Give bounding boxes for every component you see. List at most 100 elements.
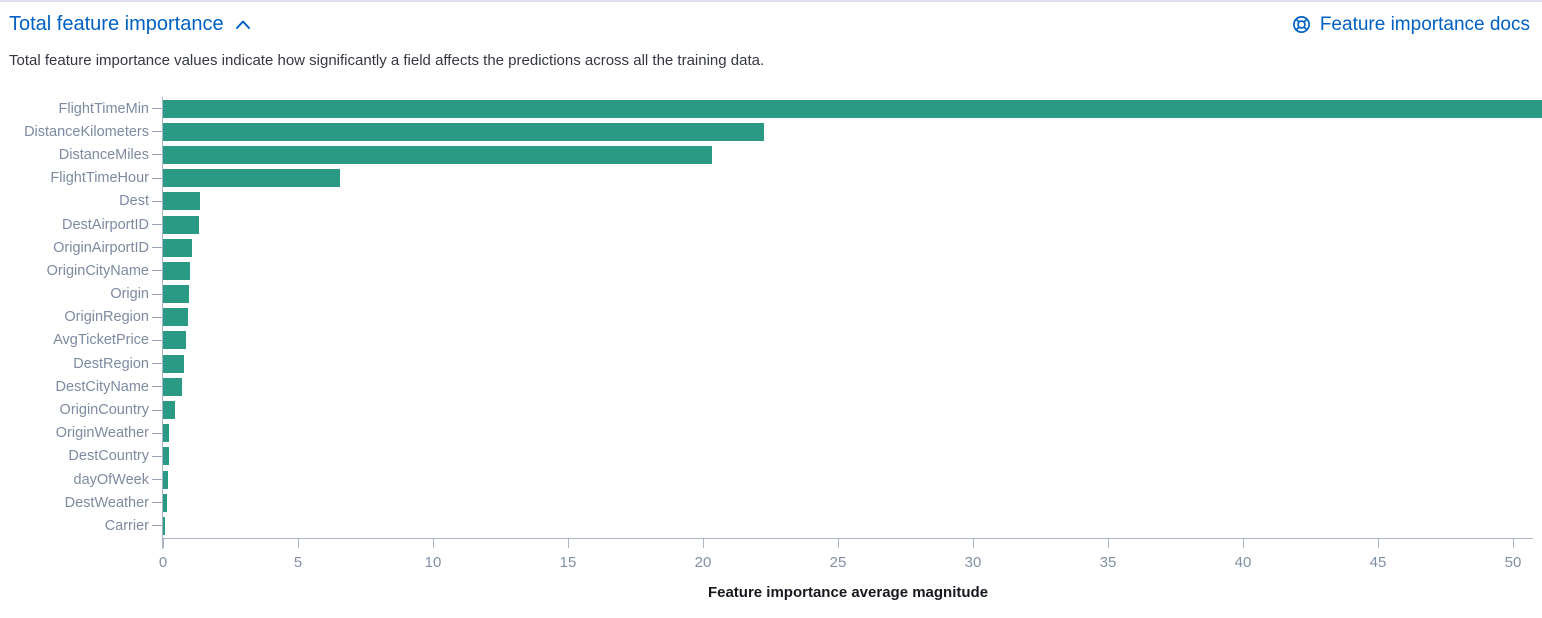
chart-row: DestWeather xyxy=(0,491,1542,514)
y-tick-cell xyxy=(149,108,163,110)
bar-DestCityName xyxy=(163,377,183,396)
y-tick-cell xyxy=(149,177,163,179)
y-axis-label: Dest xyxy=(119,193,149,210)
chart-row: AvgTicketPrice xyxy=(0,329,1542,352)
row-plot xyxy=(163,143,1542,166)
y-axis-tick xyxy=(152,270,162,272)
chart-row: DistanceKilometers xyxy=(0,120,1542,143)
y-axis-tick xyxy=(152,363,162,365)
y-tick-cell xyxy=(149,131,163,133)
y-axis-label: DestAirportID xyxy=(61,216,149,233)
y-axis-label: Origin xyxy=(110,286,149,303)
x-axis-line xyxy=(163,537,1533,539)
y-tick-cell xyxy=(149,270,163,272)
row-plot xyxy=(163,491,1542,514)
chart-row: DistanceMiles xyxy=(0,143,1542,166)
y-tick-cell xyxy=(149,154,163,156)
y-axis-tick xyxy=(152,154,162,156)
x-axis-tick-label: 50 xyxy=(1504,553,1522,571)
y-axis-label: DistanceKilometers xyxy=(24,123,149,140)
chart-row: OriginCountry xyxy=(0,398,1542,421)
bar-Origin xyxy=(163,285,190,304)
chart-row: Carrier xyxy=(0,514,1542,537)
docs-link-label: Feature importance docs xyxy=(1319,13,1530,35)
y-axis-label: DistanceMiles xyxy=(58,146,149,163)
y-axis-tick xyxy=(152,409,162,411)
x-axis-tick-label: 10 xyxy=(424,553,442,571)
x-axis: Feature importance average magnitude 0 5 1… xyxy=(159,537,1533,610)
chart-row: dayOfWeek xyxy=(0,468,1542,491)
y-axis-tick xyxy=(152,293,162,295)
y-tick-cell xyxy=(149,200,163,202)
chart-row: OriginCityName xyxy=(0,259,1542,282)
y-axis-label: DestRegion xyxy=(73,355,149,372)
y-axis-label: OriginRegion xyxy=(64,309,149,326)
chart-row: Dest xyxy=(0,190,1542,213)
y-axis-tick xyxy=(152,455,162,457)
bar-OriginCityName xyxy=(163,261,190,280)
row-plot xyxy=(163,468,1542,491)
x-axis-tick xyxy=(1243,537,1245,548)
bar-FlightTimeMin xyxy=(163,99,1542,118)
x-axis-tick xyxy=(1513,537,1515,548)
x-axis-tick-label: 20 xyxy=(694,553,712,571)
y-axis-tick xyxy=(152,247,162,249)
y-axis-tick xyxy=(152,432,162,434)
row-plot xyxy=(163,375,1542,398)
row-plot xyxy=(163,283,1542,306)
x-axis-tick xyxy=(838,537,839,548)
y-tick-cell xyxy=(149,224,163,226)
bar-OriginAirportID xyxy=(163,238,193,257)
y-tick-cell xyxy=(149,293,163,295)
y-axis-tick xyxy=(152,525,162,527)
x-axis-tick xyxy=(433,537,434,548)
bar-Carrier xyxy=(163,516,165,535)
row-plot xyxy=(163,422,1542,445)
row-plot xyxy=(163,306,1542,329)
chart-row: OriginWeather xyxy=(0,422,1542,445)
chevron-up-icon xyxy=(235,19,251,30)
y-tick-cell xyxy=(149,409,163,411)
y-axis-label: dayOfWeek xyxy=(73,471,150,488)
row-plot xyxy=(163,514,1542,537)
chart-row: Origin xyxy=(0,283,1542,306)
x-axis-tick-label: 35 xyxy=(1099,553,1117,571)
bar-DestRegion xyxy=(163,354,185,373)
panel-header: Total feature importance Feature importa… xyxy=(9,13,1530,36)
row-plot xyxy=(163,259,1542,282)
bar-dayOfWeek xyxy=(163,470,169,489)
row-plot xyxy=(163,120,1542,143)
bar-OriginRegion xyxy=(163,308,188,327)
chart-row: OriginRegion xyxy=(0,306,1542,329)
chart-row: DestCountry xyxy=(0,445,1542,468)
total-feature-importance-toggle[interactable]: Total feature importance xyxy=(9,13,251,36)
x-axis-tick-label: 0 xyxy=(158,553,168,571)
y-axis-tick xyxy=(152,316,162,318)
y-tick-cell xyxy=(149,432,163,434)
row-plot xyxy=(163,398,1542,421)
x-axis-tick-label: 25 xyxy=(829,553,847,571)
row-plot xyxy=(163,352,1542,375)
y-axis-label: OriginAirportID xyxy=(53,239,149,256)
bar-DistanceKilometers xyxy=(163,122,764,141)
y-axis-tick xyxy=(152,224,162,226)
y-axis-label: AvgTicketPrice xyxy=(53,332,149,349)
bar-DestWeather xyxy=(163,493,168,512)
chart-row: DestCityName xyxy=(0,375,1542,398)
x-axis-tick xyxy=(298,537,299,548)
y-tick-cell xyxy=(149,316,163,318)
feature-importance-chart: FlightTimeMin DistanceKilometers DistanceM… xyxy=(0,97,1542,610)
y-axis-tick xyxy=(152,131,162,133)
feature-importance-docs-link[interactable]: Feature importance docs xyxy=(1292,14,1530,36)
x-axis-tick xyxy=(1378,537,1380,548)
y-axis-tick xyxy=(152,177,162,179)
chart-row: FlightTimeMin xyxy=(0,97,1542,120)
x-axis-tick-label: 30 xyxy=(964,553,982,571)
y-axis-tick xyxy=(152,479,162,481)
y-axis-label: OriginCityName xyxy=(46,262,149,279)
y-axis-label: DestCountry xyxy=(68,448,149,465)
y-tick-cell xyxy=(149,339,163,341)
x-axis-tick-label: 45 xyxy=(1369,553,1387,571)
x-axis-tick xyxy=(973,537,974,548)
y-tick-cell xyxy=(149,363,163,365)
